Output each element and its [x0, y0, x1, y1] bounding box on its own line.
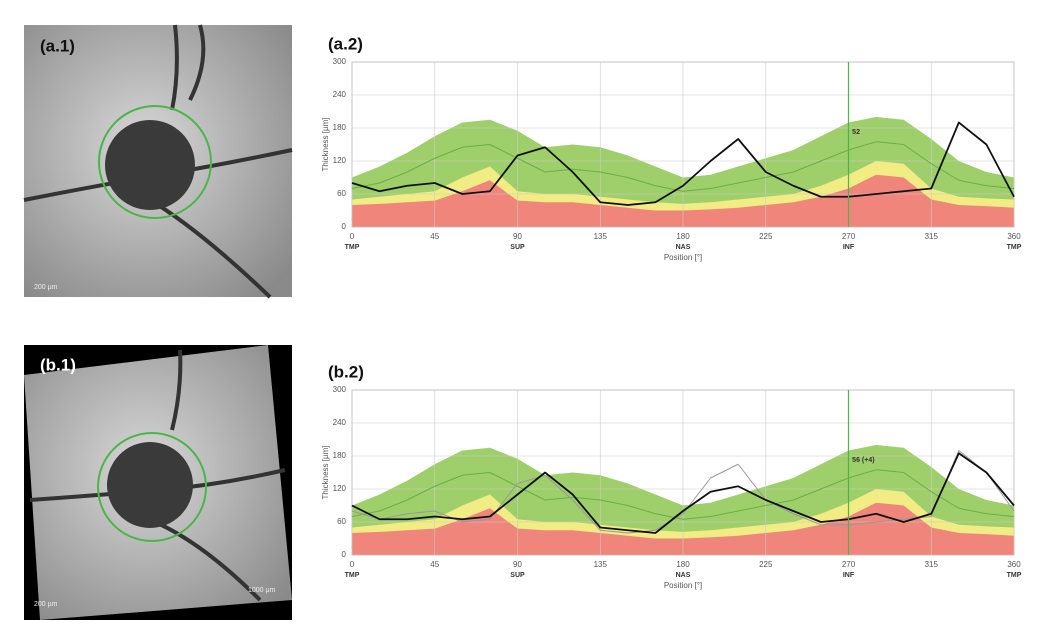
sector-label: TMP	[1007, 572, 1022, 579]
panel-label: (a.1)	[40, 36, 75, 55]
chart-title: (b.2)	[328, 362, 364, 381]
y-tick-label: 0	[342, 550, 347, 559]
x-tick-label: 315	[925, 560, 939, 569]
x-tick-label: 270	[842, 232, 856, 241]
y-tick-label: 120	[333, 156, 347, 165]
x-tick-label: 360	[1007, 560, 1021, 569]
y-tick-label: 240	[333, 90, 347, 99]
annotation: 52	[852, 129, 860, 136]
x-tick-label: 45	[430, 560, 439, 569]
sector-label: TMP	[345, 572, 360, 579]
chart: (a.2) 0 60 120 180 240 300 0 45 90 135 180 225 270 315…	[321, 34, 1022, 262]
fundus-b: (b.1) 200 µm 1000 µm	[24, 345, 292, 620]
x-tick-label: 360	[1007, 232, 1021, 241]
thickness-line	[351, 452, 1015, 534]
x-tick-label: 45	[430, 232, 439, 241]
y-tick-label: 180	[333, 123, 347, 132]
x-tick-label: 90	[513, 560, 522, 569]
x-tick-label: 90	[513, 232, 522, 241]
sector-label: NAS	[676, 572, 691, 579]
scale-text: 1000 µm	[248, 587, 276, 594]
thickness-line	[351, 141, 1015, 192]
x-tick-label: 225	[759, 560, 773, 569]
y-tick-label: 300	[333, 57, 347, 66]
x-axis-label: Position [°]	[664, 581, 702, 590]
thickness-line	[351, 469, 1015, 520]
sector-label: INF	[843, 572, 855, 579]
x-tick-label: 315	[925, 232, 939, 241]
y-axis-label: Thickness [µm]	[321, 446, 330, 500]
y-tick-label: 180	[333, 451, 347, 460]
x-tick-label: 270	[842, 560, 856, 569]
x-tick-label: 135	[594, 232, 608, 241]
sector-label: NAS	[676, 244, 691, 251]
chart-title: (a.2)	[328, 34, 363, 53]
x-tick-label: 0	[350, 232, 355, 241]
sector-label: TMP	[345, 244, 360, 251]
chart: (b.2) 0 60 120 180 240 300 0 45 90 135 180 225 270 315…	[321, 362, 1022, 590]
y-tick-label: 240	[333, 418, 347, 427]
sector-label: SUP	[510, 572, 525, 579]
thickness-line	[351, 121, 1015, 206]
panel-label: (b.1)	[40, 355, 76, 374]
scale-text: 200 µm	[34, 284, 58, 291]
thickness-line	[351, 450, 1015, 534]
x-tick-label: 0	[350, 560, 355, 569]
y-tick-label: 0	[342, 222, 347, 231]
y-tick-label: 120	[333, 484, 347, 493]
y-tick-label: 60	[337, 189, 346, 198]
x-tick-label: 180	[676, 560, 690, 569]
y-tick-label: 300	[333, 385, 347, 394]
x-tick-label: 135	[594, 560, 608, 569]
sector-label: INF	[843, 244, 855, 251]
annotation: 56 (+4)	[852, 457, 874, 464]
sector-label: TMP	[1007, 244, 1022, 251]
fundus-a: (a.1) 200 µm	[23, 24, 293, 299]
x-axis-label: Position [°]	[664, 253, 702, 262]
x-tick-label: 180	[676, 232, 690, 241]
sector-label: SUP	[510, 244, 525, 251]
y-tick-label: 60	[337, 517, 346, 526]
y-axis-label: Thickness [µm]	[321, 118, 330, 172]
scale-text: 200 µm	[34, 601, 58, 608]
x-tick-label: 225	[759, 232, 773, 241]
